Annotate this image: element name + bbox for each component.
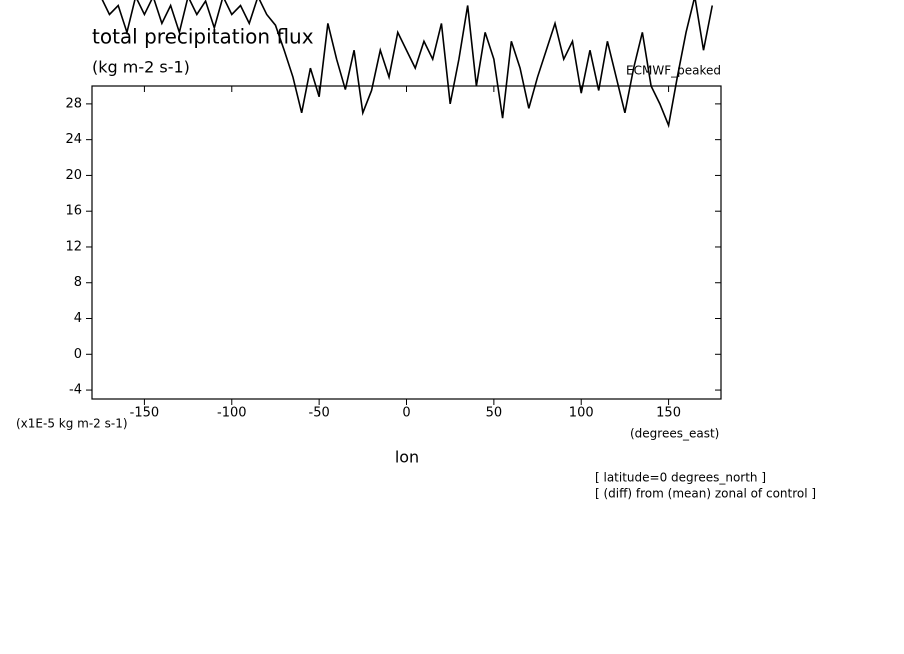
y-tick-label: 20 bbox=[65, 168, 82, 183]
y-tick-label: 4 bbox=[74, 311, 82, 326]
note: [ (diff) from (mean) zonal of control ] bbox=[595, 487, 816, 501]
x-tick-label: -50 bbox=[309, 406, 330, 421]
y-tick-label: -4 bbox=[69, 383, 82, 398]
x-tick-label: 100 bbox=[569, 406, 594, 421]
x-tick-label: 0 bbox=[402, 406, 410, 421]
note: [ latitude=0 degrees_north ] bbox=[595, 471, 766, 485]
y-tick-label: 24 bbox=[65, 132, 82, 147]
chart-subtitle: (kg m-2 s-1) bbox=[92, 58, 190, 77]
y-tick-label: 16 bbox=[65, 204, 82, 219]
y-tick-label: 28 bbox=[65, 96, 82, 111]
y-axis-label: (x1E-5 kg m-2 s-1) bbox=[16, 417, 128, 431]
x-tick-label: -100 bbox=[217, 406, 247, 421]
plot-frame bbox=[91, 85, 722, 400]
annotation: ECMWF_peaked bbox=[626, 64, 721, 78]
x-axis-label: lon bbox=[395, 448, 419, 467]
x-tick-label: -150 bbox=[130, 406, 160, 421]
x-units: (degrees_east) bbox=[630, 427, 719, 441]
y-tick-label: 8 bbox=[74, 275, 82, 290]
x-tick-label: 50 bbox=[486, 406, 503, 421]
data-line bbox=[101, 0, 714, 129]
y-tick-label: 0 bbox=[74, 347, 82, 362]
x-tick-label: 150 bbox=[656, 406, 681, 421]
y-tick-label: 12 bbox=[65, 239, 82, 254]
